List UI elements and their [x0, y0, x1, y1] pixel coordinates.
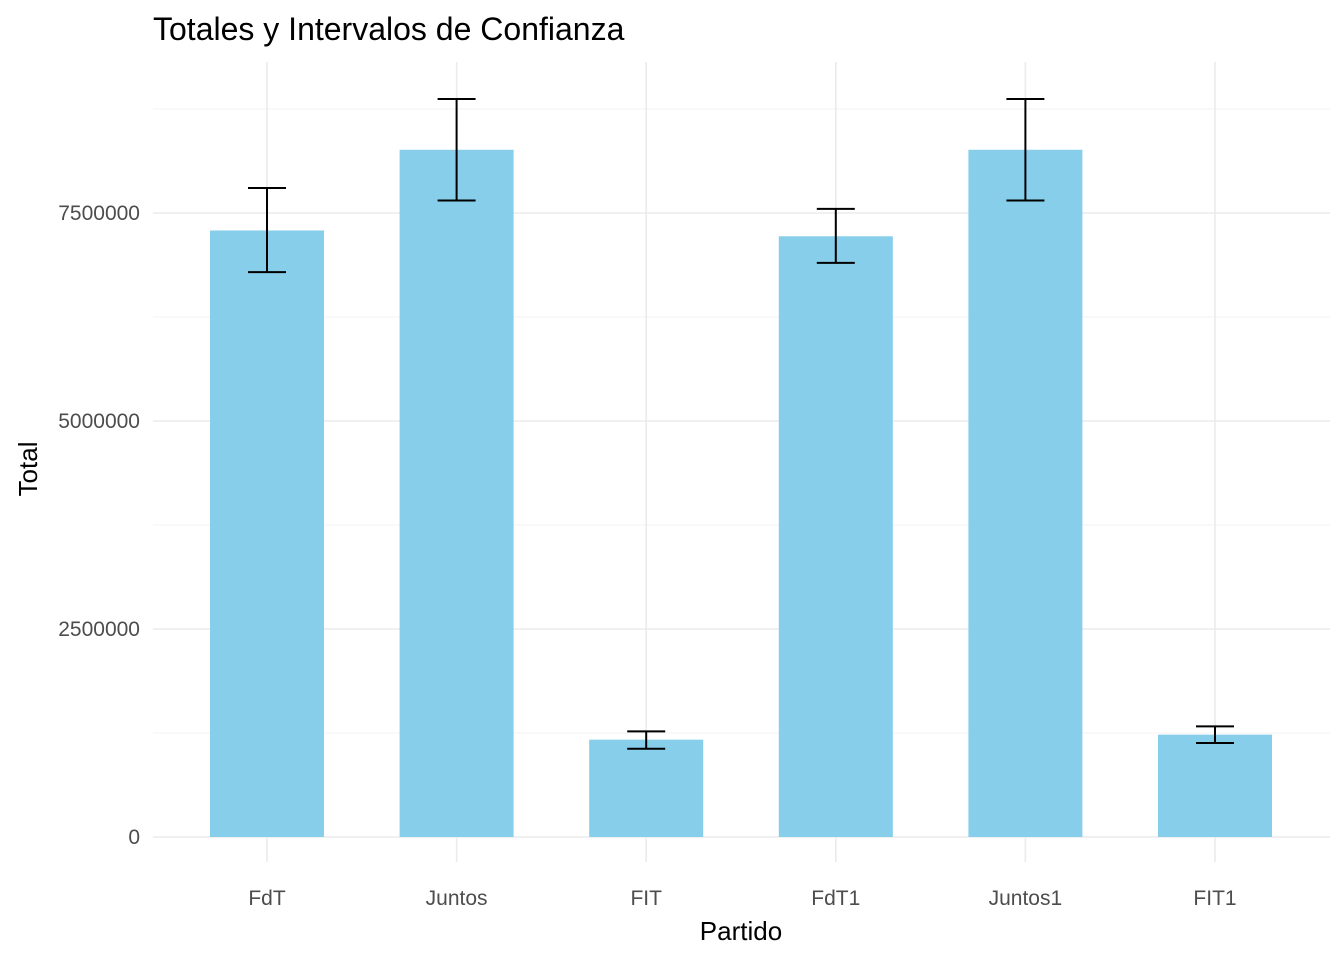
- y-tick-labels: 0 2500000 5000000 7500000: [58, 202, 140, 849]
- x-tick-label: Juntos: [426, 887, 488, 910]
- error-bar-Juntos1: [1006, 98, 1045, 202]
- x-axis-title: Partido: [700, 916, 782, 946]
- x-tick-label: Juntos1: [989, 887, 1063, 910]
- x-tick-label: FIT: [630, 887, 662, 910]
- error-bar-FdT: [248, 187, 286, 274]
- bar-FdT: [210, 230, 324, 838]
- error-bars: [248, 98, 1234, 750]
- x-tick-label: FIT1: [1193, 887, 1236, 910]
- error-bar-FIT: [627, 730, 666, 750]
- error-bar-FdT1: [816, 207, 855, 264]
- error-bar-FIT1: [1196, 725, 1234, 744]
- x-tick-label: FdT: [248, 887, 286, 910]
- bar-Juntos: [399, 149, 514, 837]
- y-tick-label: 0: [128, 826, 140, 849]
- bar-FIT1: [1158, 734, 1272, 837]
- x-tick-labels: FdT Juntos FIT FdT1 Juntos1 FIT1: [248, 887, 1236, 910]
- grid-lines: [153, 62, 1330, 862]
- error-bar-Juntos: [437, 98, 476, 202]
- y-axis-title: Total: [13, 442, 43, 497]
- bar-FIT: [589, 739, 704, 837]
- y-tick-label: 2500000: [58, 618, 140, 641]
- y-tick-label: 5000000: [58, 410, 140, 433]
- y-tick-label: 7500000: [58, 202, 140, 225]
- bar-Juntos1: [968, 149, 1083, 837]
- x-tick-label: FdT1: [811, 887, 860, 910]
- chart-title: Totales y Intervalos de Confianza: [153, 11, 625, 47]
- bar-FdT1: [778, 236, 893, 837]
- bars: [210, 149, 1272, 838]
